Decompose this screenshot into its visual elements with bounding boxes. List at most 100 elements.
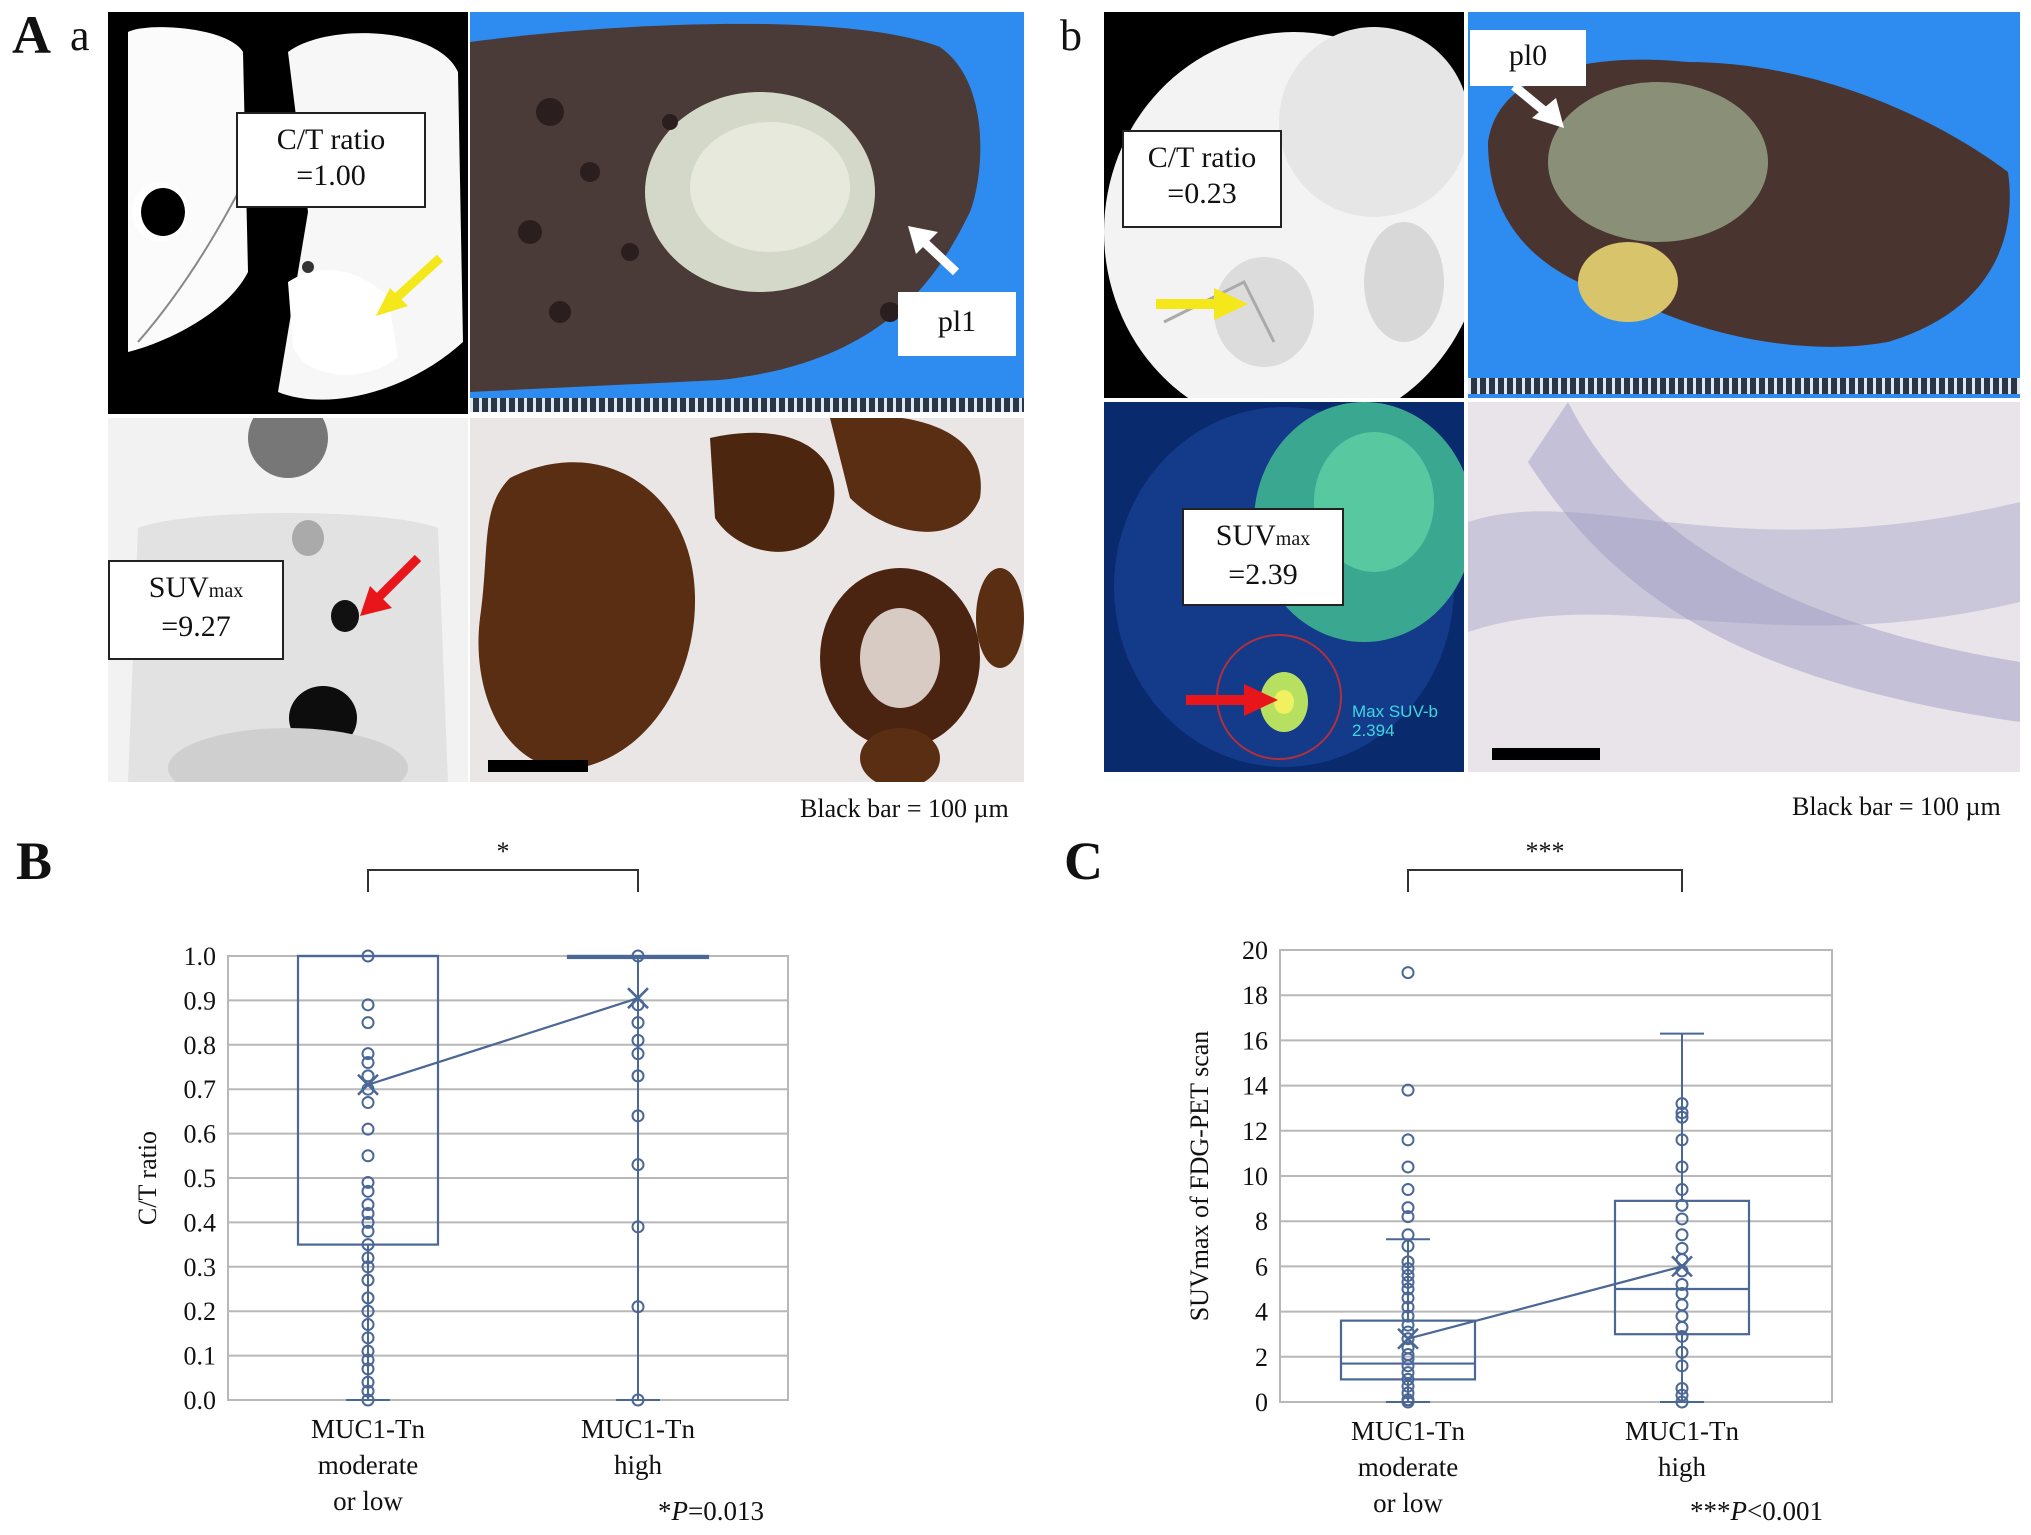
data-point	[361, 1069, 375, 1083]
x-category-label: MUC1-Tn	[1351, 1416, 1465, 1446]
data-point	[361, 1362, 375, 1376]
data-point	[1675, 1097, 1689, 1111]
data-point	[1401, 1395, 1415, 1409]
y-tick-label: 6	[1255, 1252, 1268, 1281]
data-point	[1675, 1160, 1689, 1174]
data-point	[1675, 1133, 1689, 1147]
suv-sub-text: max	[208, 580, 244, 602]
data-point	[1401, 1318, 1415, 1332]
x-category-label: MUC1-Tn	[311, 1414, 425, 1444]
data-point	[1401, 1268, 1415, 1282]
data-point	[631, 1069, 645, 1083]
x-category-label: high	[614, 1450, 663, 1480]
data-point	[361, 1149, 375, 1163]
data-point	[1675, 1395, 1689, 1409]
chart-ct-ratio: 0.0 0.1 0.2 0.3 0.4 0.5 0.6 0.7 0.8 0.9 1.0 C/T rat…	[133, 837, 789, 1526]
mean-connector	[367, 997, 639, 1086]
significance-stars: ***	[1526, 837, 1565, 866]
data-point	[1675, 1381, 1689, 1395]
data-point	[1401, 1386, 1415, 1400]
data-point	[361, 998, 375, 1012]
data-point	[361, 1056, 375, 1070]
panel-letter-A: A	[12, 5, 51, 65]
panel-sub-letter-a: a	[70, 11, 90, 60]
x-category-label: MUC1-Tn	[1625, 1416, 1739, 1446]
data-point	[631, 1300, 645, 1314]
ct-ratio-title: C/T ratio	[276, 123, 386, 156]
data-point	[361, 1207, 375, 1221]
data-point	[1675, 1183, 1689, 1197]
data-point	[361, 1393, 375, 1407]
ct-ratio-value: =1.00	[296, 159, 366, 192]
data-point	[361, 1122, 375, 1136]
data-point	[1401, 1282, 1415, 1296]
data-point	[361, 1291, 375, 1305]
data-point	[1675, 1277, 1689, 1291]
y-tick-label: 8	[1255, 1207, 1268, 1236]
data-point	[1401, 1359, 1415, 1373]
data-point	[1401, 1332, 1415, 1346]
data-point	[361, 1375, 375, 1389]
data-point	[361, 1251, 375, 1265]
p-value-label: ***P<0.001	[1690, 1496, 1823, 1526]
data-point	[361, 1224, 375, 1238]
data-point	[361, 1304, 375, 1318]
data-point	[1401, 1379, 1415, 1393]
x-category-label: or low	[333, 1486, 403, 1516]
data-point	[1675, 1106, 1689, 1120]
data-point	[1401, 1352, 1415, 1366]
data-point	[1401, 1133, 1415, 1147]
suvmax-label-case-b: SUVmax =2.39	[1182, 508, 1344, 606]
suvmax-value: =9.27	[161, 610, 231, 643]
data-point	[361, 1047, 375, 1061]
y-tick-label: 4	[1255, 1298, 1268, 1327]
y-tick-label: 0	[1255, 1388, 1268, 1417]
white-arrow-icon	[908, 226, 960, 276]
data-point	[361, 1184, 375, 1198]
y-tick-label: 0.8	[184, 1031, 217, 1060]
y-tick-label: 0.9	[184, 986, 217, 1015]
yellow-arrow-icon	[376, 254, 444, 316]
data-point	[1675, 1359, 1689, 1373]
data-point	[1401, 1183, 1415, 1197]
plot-frame	[1279, 949, 1833, 1403]
ct-ratio-label-case-a: C/T ratio =1.00	[236, 112, 426, 208]
y-tick-label: 14	[1242, 1072, 1268, 1101]
data-point	[631, 1033, 645, 1047]
suv-text-b: SUV	[1215, 519, 1276, 552]
scale-note-case-b: Black bar = 100 µm	[1792, 792, 2001, 821]
data-point	[631, 1016, 645, 1030]
data-point	[1675, 1241, 1689, 1255]
x-category-label: or low	[1373, 1488, 1443, 1518]
data-point	[1675, 1212, 1689, 1226]
data-point	[1401, 1372, 1415, 1386]
data-point	[361, 1331, 375, 1345]
panel-sub-letter-b: b	[1060, 11, 1082, 60]
data-point	[1401, 1262, 1415, 1276]
data-point	[1675, 1110, 1689, 1124]
y-tick-label: 0.0	[184, 1386, 217, 1415]
suv-text: SUV	[148, 571, 209, 604]
pet-overlay-line1: Max SUV-b	[1352, 702, 1438, 721]
scale-bar-case-b	[1492, 748, 1600, 760]
suv-sub-text-b: max	[1275, 528, 1311, 550]
x-category-label: MUC1-Tn	[581, 1414, 695, 1444]
data-point	[1401, 1239, 1415, 1253]
data-point	[1675, 1298, 1689, 1312]
ct-ratio-value-b: =0.23	[1167, 177, 1237, 210]
data-point	[1401, 1366, 1415, 1380]
y-tick-label: 16	[1242, 1026, 1268, 1055]
data-point	[631, 949, 645, 963]
suvmax-title-b: SUVmax	[1184, 518, 1342, 557]
y-tick-label: 20	[1242, 936, 1268, 965]
y-tick-label: 0.5	[184, 1164, 217, 1193]
x-category-label: moderate	[318, 1450, 418, 1480]
data-point	[1675, 1345, 1689, 1359]
data-point	[1401, 1210, 1415, 1224]
significance-stars: *	[497, 837, 510, 866]
y-tick-label: 0.6	[184, 1120, 217, 1149]
y-tick-label: 0.7	[184, 1075, 217, 1104]
mean-connector	[1407, 1265, 1683, 1340]
scale-note-case-a: Black bar = 100 µm	[800, 794, 1009, 823]
data-point	[361, 1238, 375, 1252]
